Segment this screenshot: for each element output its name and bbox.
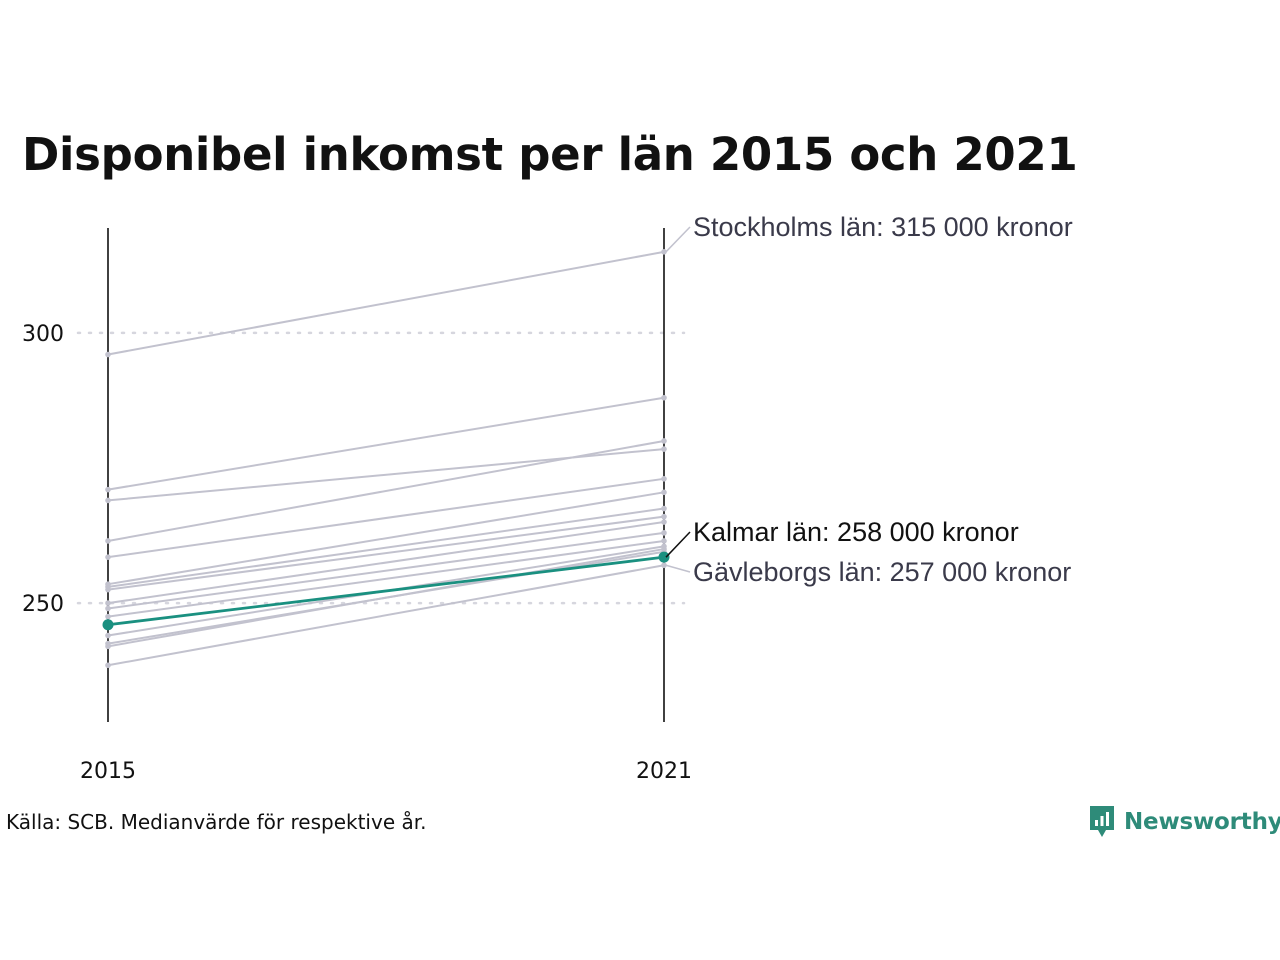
point-gavleborgs-lan-2021	[661, 562, 667, 569]
series-line-lan-11	[107, 539, 665, 618]
callout-gavleborgs-lan: Gävleborgs län: 257 000 kronor	[693, 557, 1071, 587]
series-lan-10	[105, 530, 667, 612]
chart-title: Disponibel inkomst per län 2015 och 2021	[22, 128, 1078, 181]
point-lan-5-2021	[661, 476, 667, 482]
source-note: Källa: SCB. Medianvärde för respektive å…	[6, 810, 427, 834]
x-tick-label-2021: 2021	[636, 759, 692, 784]
point-lan-7-2021	[661, 505, 667, 512]
point-lan-5-2015	[105, 554, 111, 560]
point-kalmar-lan-2021	[658, 551, 670, 563]
point-lan-14-2015	[105, 643, 111, 650]
series-line-lan-6	[107, 491, 665, 586]
callout-stockholms-lan: Stockholms län: 315 000 kronor	[693, 212, 1073, 242]
point-kalmar-lan-2015	[102, 619, 114, 631]
series-line-lan-8	[107, 515, 665, 591]
series-lan-4	[105, 438, 667, 544]
y-tick-label-300: 300	[22, 322, 64, 347]
point-lan-11-2021	[661, 538, 667, 544]
series-line-lan-10	[107, 531, 665, 610]
point-lan-2-2015	[105, 486, 111, 493]
point-lan-6-2021	[661, 489, 667, 496]
series-line-lan-5	[107, 477, 665, 559]
labels: 250 300 2015 2021 Stockholms län: 315 000 kr…	[22, 212, 1073, 784]
point-lan-3-2021	[661, 446, 667, 452]
brand-name: Newsworthy	[1124, 809, 1280, 835]
x-tick-label-2015: 2015	[80, 759, 136, 784]
point-lan-8-2015	[105, 586, 111, 593]
point-lan-9-2015	[105, 600, 111, 606]
series-gavleborgs-lan	[105, 562, 667, 669]
point-lan-10-2015	[105, 605, 111, 612]
point-lan-10-2021	[661, 530, 667, 536]
series-line-lan-7	[107, 507, 665, 588]
y-tick-label-250: 250	[22, 592, 64, 617]
callout-leader-kalmar-lan	[665, 531, 691, 558]
axes	[107, 228, 665, 722]
series-lan-9	[105, 519, 667, 606]
point-lan-11-2015	[105, 613, 111, 620]
callout-leader-gavleborgs-lan	[665, 564, 691, 573]
series-line-gavleborgs-lan	[107, 564, 665, 667]
newsworthy-icon	[1090, 806, 1114, 837]
series-lan-8	[105, 513, 667, 593]
point-lan-3-2015	[105, 497, 111, 504]
series-lan-5	[105, 476, 667, 560]
series-lan-6	[105, 489, 667, 587]
point-lan-12-2015	[105, 632, 111, 639]
gridlines	[76, 331, 686, 605]
point-stockholms-lan-2015	[105, 351, 111, 358]
point-lan-2-2021	[661, 394, 667, 401]
series-line-kalmar-lan	[107, 555, 665, 627]
callout-kalmar-lan: Kalmar län: 258 000 kronor	[693, 517, 1019, 547]
series-lines	[105, 249, 667, 669]
series-line-lan-9	[107, 521, 665, 605]
newsworthy-logo: Newsworthy	[1088, 804, 1280, 840]
point-lan-8-2021	[661, 513, 667, 520]
series-line-lan-2	[107, 396, 665, 491]
highlight-series	[102, 551, 670, 631]
point-lan-4-2015	[105, 538, 111, 544]
callout-leader-stockholms-lan	[665, 226, 691, 253]
series-lan-11	[105, 538, 667, 620]
point-stockholms-lan-2021	[661, 249, 667, 255]
series-lan-14	[105, 546, 667, 650]
point-lan-14-2021	[661, 546, 667, 552]
series-kalmar-lan	[102, 551, 670, 631]
series-line-lan-4	[107, 439, 665, 542]
series-stockholms-lan	[105, 249, 667, 358]
series-lan-2	[105, 394, 667, 493]
point-lan-4-2021	[661, 438, 667, 444]
point-gavleborgs-lan-2015	[105, 662, 111, 669]
series-line-stockholms-lan	[107, 250, 665, 356]
point-lan-9-2021	[661, 519, 667, 525]
series-line-lan-14	[107, 548, 665, 648]
